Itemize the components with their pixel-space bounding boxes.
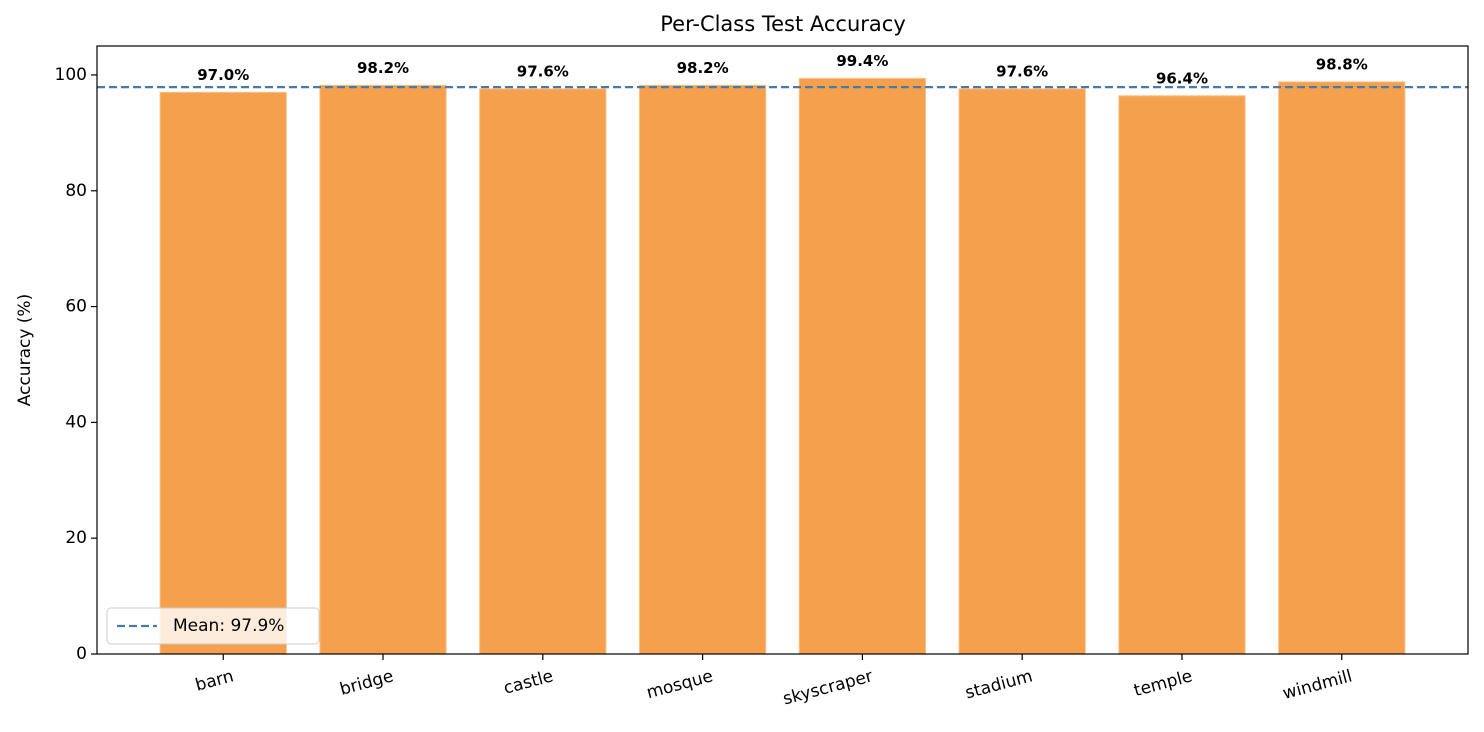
- bar: [1118, 95, 1246, 655]
- value-label: 97.6%: [996, 62, 1048, 80]
- value-label: 97.0%: [197, 66, 249, 84]
- y-axis-label: Accuracy (%): [15, 294, 35, 406]
- value-label: 97.6%: [517, 62, 569, 80]
- value-label: 98.2%: [357, 59, 409, 77]
- bar: [958, 88, 1086, 655]
- y-tick-label: 40: [65, 412, 87, 432]
- bar: [319, 84, 447, 655]
- value-label: 98.2%: [677, 59, 729, 77]
- legend-label: Mean: 97.9%: [173, 616, 284, 636]
- value-label: 99.4%: [836, 52, 888, 70]
- bar: [479, 88, 607, 655]
- bar: [638, 84, 767, 655]
- y-tick-label: 20: [65, 528, 87, 548]
- y-tick-label: 100: [55, 65, 87, 85]
- bar: [159, 91, 287, 655]
- y-tick-label: 60: [65, 297, 87, 317]
- value-label: 96.4%: [1156, 69, 1208, 87]
- chart-title: Per-Class Test Accuracy: [660, 12, 906, 36]
- y-tick-label: 80: [65, 181, 87, 201]
- bar: [798, 77, 927, 655]
- y-tick-label: 0: [76, 644, 87, 664]
- legend-box: [106, 607, 320, 645]
- plot-frame: [96, 45, 1469, 655]
- value-label: 98.8%: [1316, 55, 1368, 73]
- bar: [1278, 81, 1406, 655]
